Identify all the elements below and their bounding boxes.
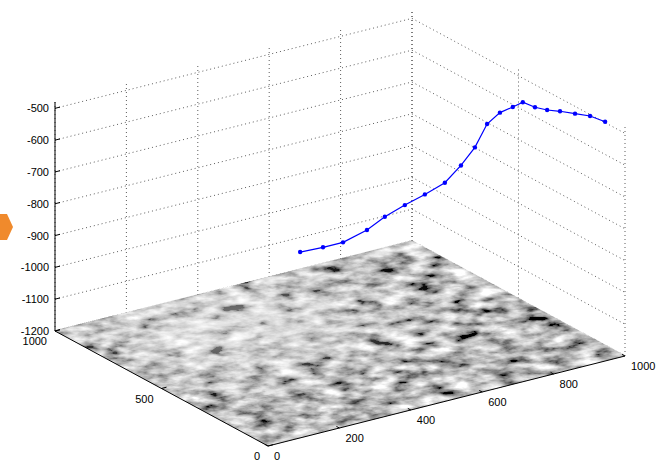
y-tick xyxy=(55,330,60,331)
z-tick xyxy=(55,234,60,235)
z-tick-label: -1100 xyxy=(22,293,49,305)
z-tick-label: -700 xyxy=(27,166,49,178)
x-tick-label: 200 xyxy=(345,432,363,444)
trajectory-line xyxy=(300,102,605,252)
terrain xyxy=(55,241,625,446)
grid-line xyxy=(269,48,270,277)
trajectory-point xyxy=(521,100,525,104)
y-tick xyxy=(268,445,273,446)
z-tick-label: -1000 xyxy=(21,261,49,273)
chart: -1200-1100-1000-900-800-700-600-50002004… xyxy=(0,0,669,472)
grid-line xyxy=(412,18,625,133)
trajectory-point xyxy=(588,114,592,118)
z-tick xyxy=(55,139,60,140)
x-tick-label: 1000 xyxy=(631,360,655,372)
y-axis-line xyxy=(55,331,268,446)
trajectory-point xyxy=(573,111,577,115)
z-tick-label: -600 xyxy=(27,134,49,146)
trajectory-point xyxy=(423,192,427,196)
grid-line xyxy=(412,114,625,229)
z-tick-label: -800 xyxy=(27,198,49,210)
axes: -1200-1100-1000-900-800-700-600-50002004… xyxy=(21,102,656,462)
z-tick-label: -900 xyxy=(27,230,49,242)
grid-line xyxy=(412,82,625,197)
z-tick xyxy=(55,202,60,203)
x-tick xyxy=(479,390,482,392)
grid-line xyxy=(625,127,626,356)
z-tick xyxy=(55,171,60,172)
x-tick-label: 0 xyxy=(274,450,280,462)
grid-line xyxy=(412,146,625,261)
z-tick xyxy=(55,330,60,331)
x-tick xyxy=(336,426,339,428)
x-axis-line xyxy=(268,356,625,446)
trajectory-point xyxy=(558,109,562,113)
z-axis-line xyxy=(55,102,56,331)
trajectory-point xyxy=(485,122,489,126)
z-tick xyxy=(55,298,60,299)
grid-line xyxy=(340,30,341,259)
y-tick-label: 1000 xyxy=(23,335,47,347)
x-tick xyxy=(622,354,625,356)
grid-line xyxy=(412,50,625,165)
grid-line xyxy=(55,18,412,108)
trajectory-point xyxy=(459,163,463,167)
plot-area xyxy=(298,100,607,254)
arrow-decoration xyxy=(0,214,13,240)
grid-line xyxy=(412,12,413,241)
trajectory-point xyxy=(473,145,477,149)
trajectory-point xyxy=(321,245,325,249)
trajectory-point xyxy=(511,105,515,109)
terrain-light xyxy=(55,241,625,446)
grid-line xyxy=(55,102,56,331)
x-tick xyxy=(551,372,554,374)
trajectory-point xyxy=(365,228,369,232)
x-tick-label: 800 xyxy=(560,378,578,390)
z-tick-label: -500 xyxy=(27,102,49,114)
trajectory-point xyxy=(603,120,607,124)
trajectory-point xyxy=(383,215,387,219)
z-tick xyxy=(55,107,60,108)
trajectory-point xyxy=(498,110,502,114)
trajectory-point xyxy=(533,105,537,109)
trajectory-point xyxy=(298,250,302,254)
trajectory-point xyxy=(341,240,345,244)
grid-line xyxy=(197,66,198,295)
y-tick-label: 500 xyxy=(135,393,153,405)
grid-line xyxy=(126,84,127,313)
y-tick xyxy=(162,387,167,388)
z-tick xyxy=(55,266,60,267)
x-tick-label: 400 xyxy=(417,414,435,426)
x-tick xyxy=(265,444,268,446)
x-tick xyxy=(408,408,411,410)
trajectory-point xyxy=(443,181,447,185)
y-tick-label: 0 xyxy=(254,450,260,462)
trajectory-point xyxy=(403,203,407,207)
trajectory-point xyxy=(545,108,549,112)
terrain-image xyxy=(55,241,625,446)
grid-line xyxy=(412,12,413,241)
x-tick-label: 600 xyxy=(488,396,506,408)
